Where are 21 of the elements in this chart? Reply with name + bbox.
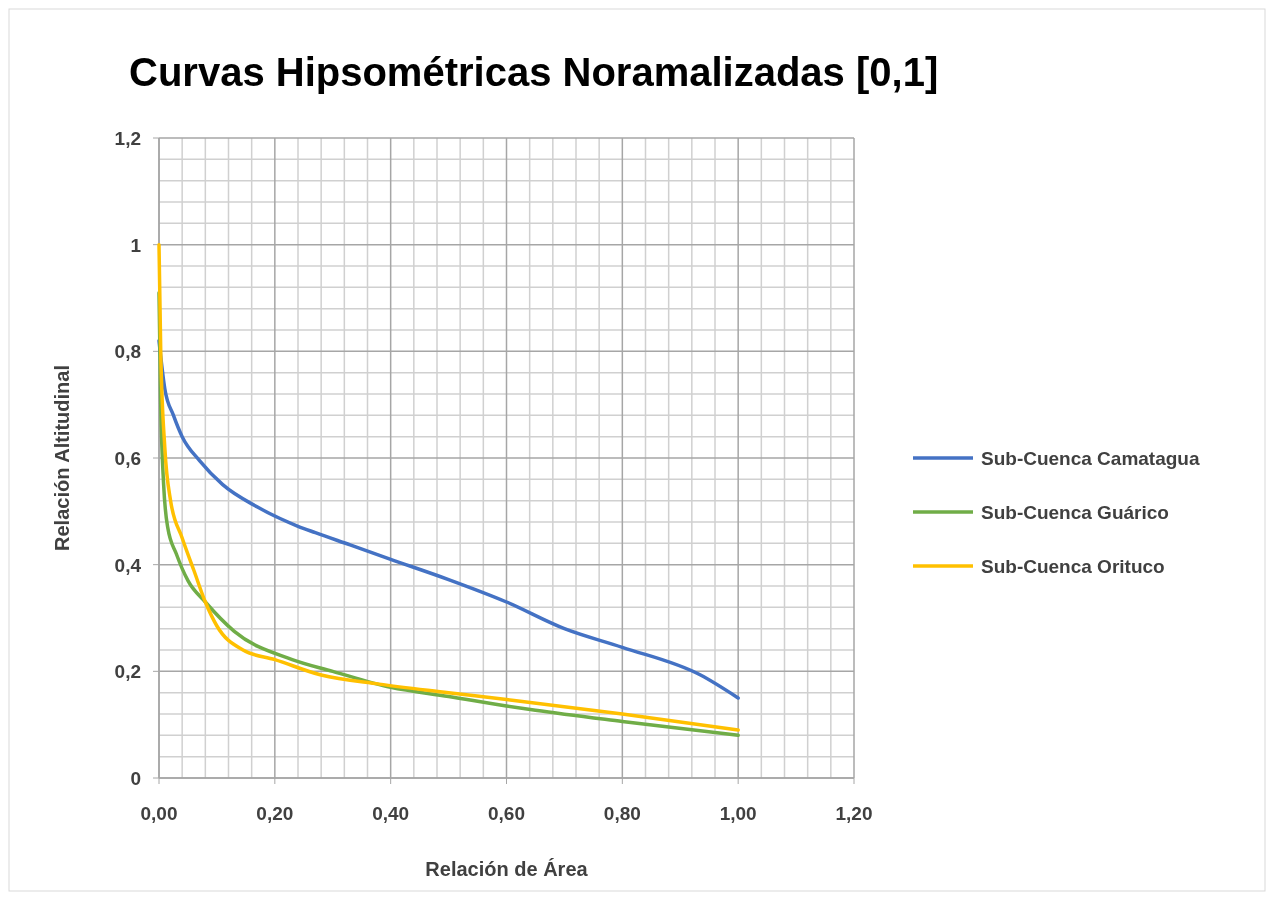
y-tick-label: 0,4 [114,554,142,576]
y-axis-title: Relación Altitudinal [51,365,73,551]
legend-label: Sub-Cuenca Guárico [981,502,1169,523]
y-tick-label: 1 [130,234,142,256]
x-tick-label: 0,60 [488,803,525,824]
line-series [157,338,740,700]
x-tick-label: 0,20 [256,803,294,824]
x-tick-label: 0,80 [603,803,641,824]
legend-label: Sub-Cuenca Orituco [981,556,1165,577]
chart-title: Curvas Hipsométricas Noramalizadas [0,1] [129,50,939,94]
y-tick-label: 0,8 [114,341,141,363]
x-tick-label: 0,40 [372,803,410,824]
x-tick-label: 1,00 [719,803,757,824]
y-tick-label: 0,6 [114,448,141,469]
y-tick-label: 1,2 [114,128,141,149]
legend-label: Sub-Cuenca Camatagua [981,448,1200,469]
x-tick-label: 1,20 [835,803,873,824]
y-tick-label: 0 [130,768,141,789]
x-axis-title: Relación de Área [425,858,589,880]
x-tick-label: 0,00 [140,803,178,824]
y-tick-label: 0,2 [114,661,141,683]
